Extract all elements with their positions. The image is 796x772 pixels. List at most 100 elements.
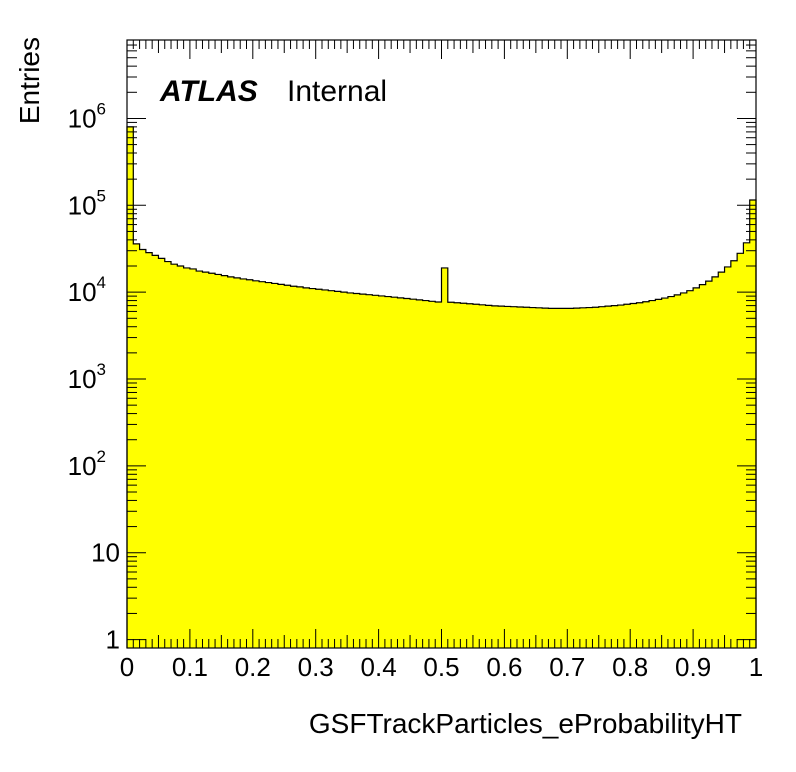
histogram-bin xyxy=(328,290,336,648)
histogram-bin xyxy=(454,302,461,648)
histogram-bin xyxy=(472,304,480,648)
histogram-bin xyxy=(227,276,235,648)
y-axis-label: Entries xyxy=(14,37,45,124)
histogram-bin xyxy=(277,284,285,648)
histogram-outline xyxy=(126,126,757,648)
histogram-bin xyxy=(422,300,430,648)
histogram-bin xyxy=(240,278,248,648)
histogram-bin xyxy=(139,249,147,649)
histogram-bin xyxy=(303,287,311,648)
internal-label: Internal xyxy=(287,75,387,108)
histogram-bin xyxy=(334,291,342,648)
histogram-bin xyxy=(655,299,663,648)
histogram-bin xyxy=(372,295,380,648)
histogram-bin xyxy=(366,294,373,648)
y-tick-label: 102 xyxy=(68,447,106,481)
histogram-bin xyxy=(718,272,726,648)
histogram-bin xyxy=(479,304,487,648)
histogram-bin xyxy=(183,267,191,648)
histogram-bars xyxy=(127,126,757,649)
histogram-bin xyxy=(284,285,292,648)
y-tick-labels: 1 10 102 103 104 105 106 xyxy=(68,99,120,654)
histogram-bin xyxy=(611,305,619,648)
histogram-bin xyxy=(460,303,468,648)
histogram-bin xyxy=(686,290,694,648)
histogram-bin xyxy=(259,281,266,648)
histogram-bin xyxy=(435,302,443,648)
histogram-bin xyxy=(202,272,210,648)
atlas-label: ATLAS xyxy=(159,75,258,108)
histogram-bin xyxy=(586,307,594,648)
histogram-bin xyxy=(321,289,329,648)
histogram-bin xyxy=(598,306,606,648)
histogram-bin xyxy=(730,260,738,648)
histogram-bin xyxy=(416,299,424,648)
histogram-bin xyxy=(491,305,499,648)
histogram-bin xyxy=(196,271,204,648)
x-tick-label: 0.4 xyxy=(361,652,397,682)
y-tick-label: 103 xyxy=(68,360,106,394)
histogram-bin xyxy=(447,302,455,648)
histogram-bin xyxy=(378,295,386,648)
histogram-bin xyxy=(667,296,675,648)
x-tick-label: 0.1 xyxy=(172,652,208,682)
histogram-bin xyxy=(623,304,631,648)
y-tick-label: 106 xyxy=(68,99,106,133)
histogram-bin xyxy=(516,306,524,648)
histogram-bin xyxy=(177,266,185,648)
histogram-bin xyxy=(674,294,682,648)
histogram-bin xyxy=(535,307,543,648)
histogram-bin xyxy=(542,308,550,648)
histogram-bin xyxy=(592,307,600,648)
histogram-bin xyxy=(605,306,612,648)
histogram-bin xyxy=(309,288,317,648)
histogram-bin xyxy=(252,280,260,648)
histogram-bin xyxy=(485,305,493,648)
histogram-bin xyxy=(315,289,323,648)
histogram-bin xyxy=(265,282,273,648)
histogram-bin xyxy=(215,274,222,648)
histogram-bin xyxy=(636,302,644,648)
histogram-bin xyxy=(548,308,556,648)
y-tick-label: 1 xyxy=(106,625,120,655)
histogram-bin xyxy=(359,294,367,648)
x-tick-label: 0 xyxy=(120,652,134,682)
histogram-bin xyxy=(504,306,512,648)
histogram-bin xyxy=(353,293,361,648)
histogram-bin xyxy=(189,268,197,648)
histogram-bin xyxy=(347,292,355,648)
histogram-bin xyxy=(680,292,688,648)
histogram-bin xyxy=(498,306,505,648)
histogram-bin xyxy=(403,298,411,648)
histogram-bin xyxy=(705,281,713,648)
x-tick-label: 0.5 xyxy=(423,652,459,682)
x-tick-label: 0.7 xyxy=(549,652,585,682)
histogram-bin xyxy=(466,303,474,648)
histogram-bin xyxy=(529,307,537,648)
histogram-bin xyxy=(510,306,518,648)
histogram-bin xyxy=(567,308,575,648)
histogram-bin xyxy=(642,301,650,648)
histogram-bin xyxy=(152,255,160,648)
histogram-bin xyxy=(661,298,669,648)
histogram-bin xyxy=(737,253,745,648)
histogram-bin xyxy=(579,307,587,648)
histogram-bin xyxy=(145,252,153,648)
histogram-bin xyxy=(554,308,562,648)
x-tick-label: 0.9 xyxy=(675,652,711,682)
x-tick-label: 0.3 xyxy=(298,652,334,682)
histogram-bin xyxy=(246,279,254,648)
histogram-bin xyxy=(743,242,751,649)
y-tick-label: 104 xyxy=(68,273,106,307)
axis-ticks xyxy=(126,39,757,648)
histogram-bin xyxy=(397,297,405,648)
histogram-bin xyxy=(271,283,279,648)
histogram-bin xyxy=(208,273,216,648)
histogram-bin xyxy=(296,286,304,648)
x-tick-label: 0.8 xyxy=(612,652,648,682)
histogram-bin xyxy=(340,292,348,648)
y-tick-label: 105 xyxy=(68,186,106,220)
histogram-bin xyxy=(617,305,625,648)
histogram-bin xyxy=(561,308,568,648)
